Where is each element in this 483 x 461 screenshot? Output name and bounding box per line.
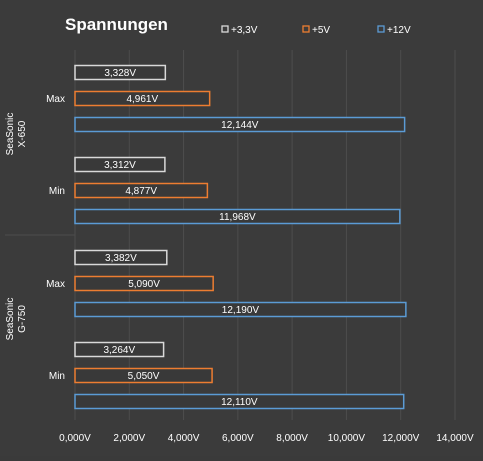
data-label: 12,144V	[221, 120, 259, 131]
bar-3-3v-seasonic-g-750-min	[74, 341, 165, 358]
group-label-part: X-650	[17, 120, 28, 147]
x-tick-label: 6,000V	[222, 433, 254, 444]
x-tick-label: 4,000V	[168, 433, 200, 444]
category-label-min: Min	[49, 186, 65, 197]
group-label-part: SeaSonic	[5, 298, 16, 341]
data-label: 5,090V	[128, 279, 160, 290]
legend-label-3-3v: +3,3V	[231, 25, 258, 36]
category-label-max: Max	[46, 94, 65, 105]
data-label: 4,877V	[125, 186, 157, 197]
bar-12v-seasonic-x-650-max	[74, 116, 406, 133]
chart-title: Spannungen	[65, 15, 168, 34]
group-label-part: G-750	[17, 305, 28, 333]
data-label: 4,961V	[126, 94, 158, 105]
x-tick-label: 0,000V	[59, 433, 91, 444]
data-label: 3,382V	[105, 253, 137, 264]
group-label-seasonic-g-750: SeaSonicG-750	[5, 298, 28, 341]
bar-3-3v-seasonic-g-750-max	[74, 249, 168, 266]
data-label: 3,328V	[104, 68, 136, 79]
data-label: 3,264V	[103, 345, 135, 356]
legend-label-12v: +12V	[387, 25, 411, 36]
bar-5v-seasonic-g-750-min	[74, 367, 213, 384]
bar-5v-seasonic-g-750-max	[74, 275, 214, 292]
data-label: 12,110V	[221, 397, 258, 408]
legend-label-5v: +5V	[312, 25, 330, 36]
legend-swatch-5v	[302, 25, 310, 33]
bar-3-3v-seasonic-x-650-max	[74, 64, 167, 81]
bars: 3,328V 4,961V 12,144V 3,312V 4,877V 11,968V 3,…	[74, 64, 407, 410]
legend-swatch-3-3v	[221, 25, 229, 33]
x-tick-label: 14,000V	[436, 433, 474, 444]
bar-3-3v-seasonic-x-650-min	[74, 156, 166, 173]
bar-5v-seasonic-x-650-max	[74, 90, 211, 107]
bar-12v-seasonic-g-750-max	[74, 301, 407, 318]
data-label: 5,050V	[128, 371, 160, 382]
group-label-part: SeaSonic	[5, 113, 16, 156]
bar-5v-seasonic-x-650-min	[74, 182, 209, 199]
category-labels: Max Min Max Min	[46, 94, 65, 382]
category-label-min: Min	[49, 371, 65, 382]
x-axis-tick-labels: 0,000V 2,000V 4,000V 6,000V 8,000V 10,000V 12,…	[59, 433, 474, 444]
legend: +3,3V +5V +12V	[221, 25, 411, 36]
x-tick-label: 8,000V	[276, 433, 308, 444]
grid-lines	[5, 50, 456, 420]
legend-swatch-12v	[377, 25, 385, 33]
group-label-seasonic-x-650: SeaSonicX-650	[5, 113, 28, 156]
x-tick-label: 12,000V	[382, 433, 420, 444]
data-label: 11,968V	[219, 212, 256, 223]
category-label-max: Max	[46, 279, 65, 290]
data-label: 3,312V	[104, 160, 136, 171]
bar-12v-seasonic-g-750-min	[74, 393, 405, 410]
x-tick-label: 2,000V	[113, 433, 145, 444]
bar-12v-seasonic-x-650-min	[74, 208, 401, 225]
x-tick-label: 10,000V	[328, 433, 366, 444]
data-label: 12,190V	[222, 305, 260, 316]
